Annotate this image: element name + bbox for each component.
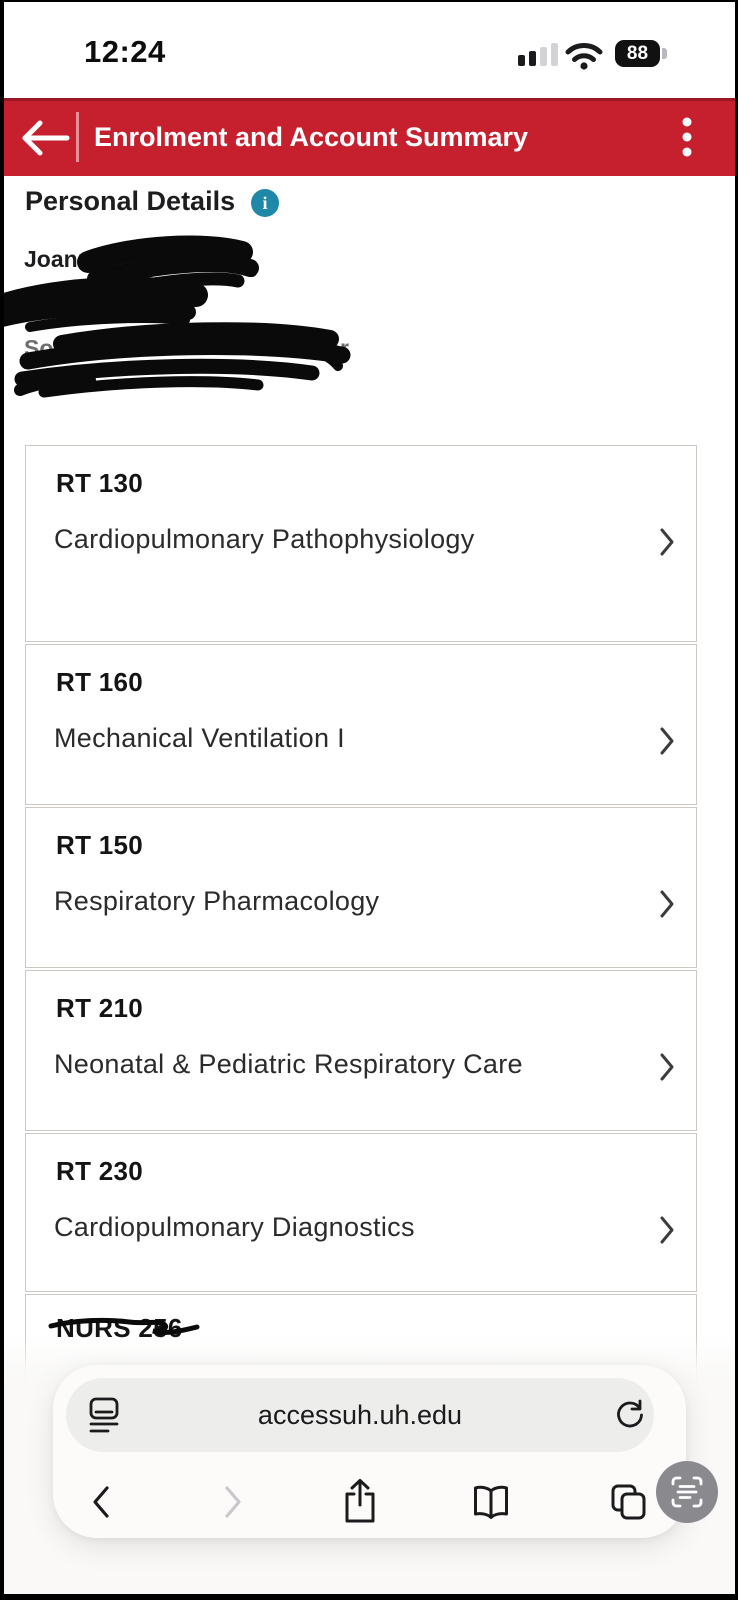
course-code: RT 160 xyxy=(56,667,144,697)
course-code: RT 150 xyxy=(56,830,144,860)
scan-text-icon xyxy=(671,1476,703,1508)
share-icon[interactable] xyxy=(341,1478,379,1524)
screenshot-frame xyxy=(735,0,738,1600)
course-title: Cardiopulmonary Pathophysiology xyxy=(54,524,475,554)
chevron-right-icon xyxy=(660,1053,674,1081)
screenshot-frame xyxy=(0,0,738,2)
chevron-right-icon xyxy=(660,727,674,755)
kebab-menu-icon[interactable] xyxy=(678,116,696,160)
course-row[interactable]: RT 130 Cardiopulmonary Pathophysiology xyxy=(25,445,697,642)
chevron-right-icon xyxy=(660,890,674,918)
chevron-right-icon xyxy=(660,1216,674,1244)
course-row[interactable]: RT 210 Neonatal & Pediatric Respiratory … xyxy=(25,970,697,1131)
course-code: RT 130 xyxy=(56,468,144,498)
wifi-icon xyxy=(565,43,603,70)
chevron-right-icon xyxy=(660,528,674,556)
page-title: Enrolment and Account Summary xyxy=(94,121,529,152)
battery-cap xyxy=(662,48,667,59)
section-title: Personal Details xyxy=(25,186,236,216)
strikethrough-scribble xyxy=(48,1317,200,1335)
course-row[interactable]: RT 160 Mechanical Ventilation I xyxy=(25,644,697,805)
redaction-scribbles xyxy=(0,235,351,398)
url-bar[interactable]: accessuh.uh.edu xyxy=(66,1378,654,1452)
appbar-divider xyxy=(76,112,79,162)
scan-text-button[interactable] xyxy=(656,1461,718,1523)
info-circle-icon[interactable]: i xyxy=(251,189,279,217)
page-menu-icon[interactable] xyxy=(88,1396,120,1434)
url-text[interactable]: accessuh.uh.edu xyxy=(257,1400,463,1430)
app-bar: Enrolment and Account Summary xyxy=(0,98,738,176)
course-title: Neonatal & Pediatric Respiratory Care xyxy=(54,1049,523,1079)
reload-icon[interactable] xyxy=(614,1399,646,1431)
course-row[interactable]: RT 230 Cardiopulmonary Diagnostics xyxy=(25,1133,697,1292)
browser-toolbar: accessuh.uh.edu xyxy=(53,1365,686,1538)
tabs-icon[interactable] xyxy=(609,1482,649,1522)
course-title: Cardiopulmonary Diagnostics xyxy=(54,1212,415,1242)
course-title: Mechanical Ventilation I xyxy=(54,723,345,753)
screenshot-frame xyxy=(0,0,4,1600)
screenshot-frame xyxy=(0,1594,738,1600)
course-code: RT 210 xyxy=(56,993,144,1023)
status-time: 12:24 xyxy=(84,34,166,69)
back-arrow-icon[interactable] xyxy=(20,120,70,156)
course-row[interactable]: RT 150 Respiratory Pharmacology xyxy=(25,807,697,968)
forward-chevron-icon[interactable] xyxy=(223,1485,243,1519)
bookmarks-icon[interactable] xyxy=(471,1484,511,1520)
course-title: Respiratory Pharmacology xyxy=(54,886,380,916)
course-code: RT 230 xyxy=(56,1156,144,1186)
battery-icon: 88 xyxy=(615,40,660,67)
back-chevron-icon[interactable] xyxy=(91,1485,111,1519)
